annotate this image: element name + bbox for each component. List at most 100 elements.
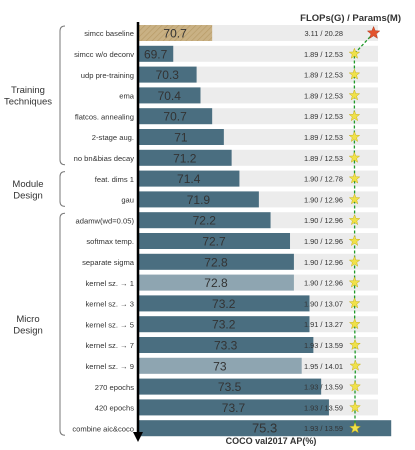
bar-value-label: 71	[174, 131, 188, 145]
bar-value-label: 73.2	[212, 318, 236, 332]
bar-value-label: 73.3	[214, 339, 238, 353]
star-marker	[348, 276, 361, 288]
row-label: adamw(wd=0.05)	[76, 216, 135, 225]
row-label: 2-stage aug.	[92, 133, 134, 142]
row-label: ema	[119, 92, 135, 101]
bar-value-label: 73.7	[222, 401, 246, 415]
bar	[138, 87, 201, 104]
bar	[138, 66, 197, 83]
star-marker	[348, 151, 361, 163]
bar-value-label: 70.7	[163, 110, 187, 124]
row-label: no bn&bias decay	[74, 154, 135, 163]
cost-label: 1.93 / 13.59	[304, 341, 343, 350]
cost-label: 1.90 / 12.96	[304, 258, 343, 267]
bar	[138, 337, 314, 353]
bar	[138, 25, 213, 41]
bar-value-label: 69.7	[144, 47, 168, 61]
bar-track	[138, 66, 378, 83]
bar-value-label: 70.4	[158, 89, 182, 103]
star-marker	[348, 297, 361, 309]
row-label: kernel sz. → 3	[85, 300, 134, 309]
bar-track	[138, 45, 378, 62]
bar-value-label: 71.2	[173, 151, 197, 165]
star-marker	[348, 68, 361, 80]
cost-label: 1.90 / 12.96	[304, 237, 343, 246]
bar-value-label: 73.2	[212, 297, 236, 311]
row-label: 420 epochs	[95, 404, 134, 413]
cost-label: 1.90 / 12.96	[304, 216, 343, 225]
bar	[138, 129, 224, 145]
row-label: gau	[121, 196, 134, 205]
cost-label: 1.90 / 12.96	[304, 279, 343, 288]
cost-label: 1.91 / 13.27	[304, 320, 343, 329]
bar	[138, 149, 232, 166]
cost-label: 1.93 / 13.59	[304, 403, 343, 412]
bar-value-label: 73	[213, 359, 227, 373]
star-marker	[349, 380, 361, 392]
row-label: combine aic&coco	[72, 424, 134, 433]
bar	[138, 420, 392, 437]
bar	[138, 274, 294, 291]
group-label: Training Techniques	[4, 85, 52, 108]
star-marker	[349, 401, 361, 413]
bar-value-label: 73.5	[218, 380, 242, 394]
group-bracket	[59, 25, 66, 166]
row-label: kernel sz. → 7	[85, 341, 134, 350]
red-star-marker	[366, 25, 381, 39]
group-bracket	[59, 212, 66, 436]
bar-value-label: 70.3	[156, 68, 180, 82]
star-marker	[349, 359, 362, 371]
bar-value-label: 71.9	[187, 193, 211, 207]
star-marker	[348, 130, 361, 143]
bar-value-label: 72.2	[193, 214, 217, 228]
bar-value-label: 71.4	[177, 172, 201, 186]
bar	[138, 170, 240, 187]
cost-label: 1.90 / 13.07	[304, 299, 343, 308]
bar	[138, 108, 213, 125]
bar	[138, 253, 294, 270]
bar	[138, 233, 291, 249]
row-label: kernel sz. → 9	[85, 362, 134, 371]
cost-label: 1.89 / 12.53	[304, 154, 343, 163]
row-label: udp pre-training	[81, 71, 134, 80]
cost-label: 1.89 / 12.53	[304, 50, 343, 59]
bar	[138, 45, 174, 62]
axis-arrow-icon	[133, 432, 143, 442]
row-label: 270 epochs	[95, 383, 134, 392]
cost-label: 1.93 / 13.59	[304, 383, 343, 392]
x-axis-label: COCO val2017 AP(%)	[226, 436, 317, 446]
bar	[138, 316, 310, 333]
star-marker	[348, 109, 361, 122]
cost-label: 3.11 / 20.28	[305, 29, 344, 38]
row-label: simcc w/o deconv	[74, 50, 134, 59]
cost-label: 1.89 / 12.53	[304, 71, 343, 80]
cost-label: 1.90 / 12.78	[304, 175, 343, 184]
bar	[138, 378, 322, 395]
star-marker	[348, 47, 361, 59]
cost-label: 1.89 / 12.53	[304, 112, 343, 121]
row-label: kernel sz. → 1	[85, 279, 134, 288]
group-bracket	[59, 171, 66, 207]
cost-label: 1.95 / 14.01	[304, 362, 343, 371]
star-marker	[348, 234, 361, 247]
star-marker	[348, 255, 361, 267]
bar-value-label: 75.3	[252, 421, 277, 436]
bar	[138, 295, 310, 312]
cost-label: 1.90 / 12.96	[304, 195, 343, 204]
bar	[138, 399, 329, 416]
row-label: softmax temp.	[86, 237, 134, 246]
bar	[138, 357, 302, 374]
group-label: Module Design	[12, 179, 43, 202]
bar-value-label: 70.7	[163, 27, 187, 41]
star-marker	[348, 89, 361, 101]
star-marker	[348, 193, 361, 205]
row-label: simcc baseline	[84, 29, 134, 38]
group-label: Micro Design	[13, 314, 43, 337]
bar-value-label: 72.8	[204, 276, 228, 290]
row-label: feat. dims 1	[95, 175, 134, 184]
bar	[138, 191, 259, 208]
star-marker	[348, 317, 361, 330]
bar	[138, 212, 271, 229]
star-marker	[348, 172, 361, 184]
